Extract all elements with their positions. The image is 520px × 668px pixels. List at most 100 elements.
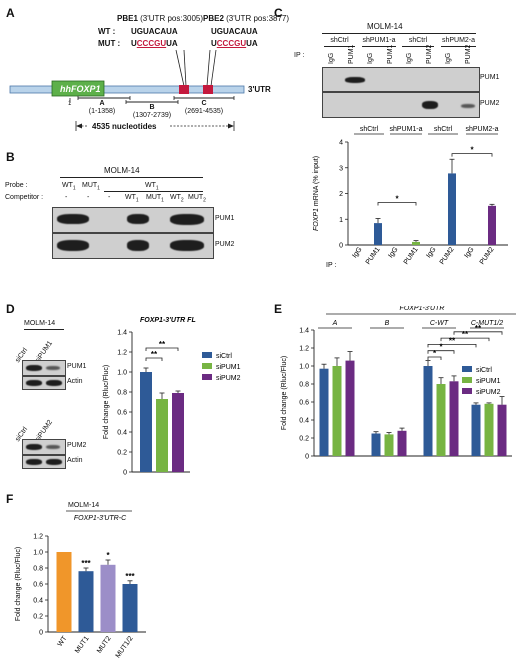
chart-d-legend-swatch-2 (202, 374, 212, 380)
chart-e-sig-2-label: ** (449, 336, 456, 345)
chart-c-xtick-2: IgG (387, 246, 399, 259)
chart-e-bar-0-2 (345, 360, 355, 456)
emsa-blot-pum1 (52, 207, 214, 233)
chart-d-ytick-label-7: 1.4 (117, 330, 127, 337)
chart-f-sig-3: *** (125, 572, 135, 581)
panel-b-header-rule (60, 177, 203, 178)
competitor-label-5: WT2 (170, 194, 184, 204)
panel-f-cell-line: MOLM-14 (68, 502, 100, 509)
panel-c-group-0: shCtrl (330, 37, 349, 44)
chart-f-bar-1 (78, 571, 94, 632)
chart-e-sig-0-label: * (433, 349, 437, 358)
chart-e-ytick-label-4: 0.8 (299, 382, 309, 389)
chart-e-legend-label-1: siPUM1 (476, 378, 501, 385)
chart-d-ytick-label-6: 1.2 (117, 350, 127, 357)
chart-d-sig-0-label: ** (151, 350, 158, 359)
panel-c-lane-4: IgG (406, 52, 413, 64)
segment-a-range: (1-1358) (88, 108, 116, 115)
chart-e-bar-0-1 (332, 366, 342, 456)
panel-c-group-rule-1 (362, 46, 396, 47)
chart-e-legend-swatch-1 (462, 377, 472, 383)
panel-b-blot2-label: PUM2 (215, 241, 235, 248)
probe-label-2: WT1 (145, 182, 159, 192)
chart-d: FOXP1-3'UTR FL Fold change (Rluc/Fluc) 0 0.… (103, 317, 241, 477)
chart-d-legend-label-2: siPUM2 (216, 375, 241, 382)
chart-c-bar-1 (374, 223, 382, 245)
chart-e-ytick-label-2: 0.4 (299, 418, 309, 425)
chart-c-bar-5 (448, 173, 456, 245)
chart-d-sig-1 (145, 347, 179, 351)
chart-e-sig-0 (427, 356, 442, 360)
chart-e-bar-1-2 (397, 430, 407, 456)
chart-c-sig-0 (377, 202, 417, 206)
chart-c-bar-7 (488, 205, 496, 245)
chart-c-ip-label: IP : (326, 262, 336, 269)
chart-f-bar-2 (100, 564, 116, 632)
chart-e-ytick-label-1: 0.2 (299, 436, 309, 443)
chart-d-bar-2 (172, 393, 184, 472)
chart-d-title: FOXP1-3'UTR FL (140, 317, 196, 324)
probe-label-0: WT1 (62, 182, 76, 192)
competitor-label-4: MUT1 (146, 194, 164, 204)
chart-f-ytick-label-1: 0.2 (33, 614, 43, 621)
chart-e-ytick-label-5: 1.0 (299, 364, 309, 371)
panel-b-blot1-label: PUM1 (215, 215, 235, 222)
chart-d-ytick-label-1: 0.2 (117, 450, 127, 457)
gene-label: hhFOXP1 (60, 84, 101, 94)
chart-f-title: FOXP1-3'UTR-C (74, 515, 127, 522)
wb1-pum1-label: PUM1 (67, 363, 87, 370)
chart-d-sig-1-label: ** (159, 340, 166, 349)
chart-d-legend-swatch-0 (202, 352, 212, 358)
panel-c-blot1-label: PUM1 (480, 74, 500, 81)
wb-actin-blot-1 (22, 376, 66, 390)
panel-c-cell-line: MOLM-14 (367, 22, 403, 31)
panel-c-lane-1: PUM1 (347, 44, 355, 64)
chart-d-ylabel: Fold change (Rluc/Fluc) (103, 365, 110, 439)
competitor-row-label: Competitor : (5, 194, 44, 201)
chart-d-legend-swatch-1 (202, 363, 212, 369)
rip-blot-pum1 (322, 67, 480, 92)
rip-blot-pum2 (322, 92, 480, 118)
panel-c-group-rule-0 (324, 46, 355, 47)
chart-d-ytick-label-0: 0 (123, 470, 127, 477)
panel-e-label: E (274, 302, 283, 316)
utr-label: 3'UTR (248, 85, 271, 94)
chart-d-ytick-label-4: 0.8 (117, 390, 127, 397)
chart-c-xtick-6: IgG (463, 246, 475, 259)
mut1-sequence: UCCCGUUA (131, 39, 178, 48)
chart-f-xtick-1: MUT1 (74, 635, 91, 655)
chart-e-bar-3-0 (471, 404, 481, 456)
chart-c-group-3: shPUM2-a (465, 126, 498, 133)
chart-c-group-0: shCtrl (360, 126, 379, 133)
segment-a: A (99, 100, 105, 107)
chart-f-ytick-label-2: 0.4 (33, 598, 43, 605)
segment-b-range: (1307-2739) (132, 112, 172, 119)
chart-f-ylabel: Fold change (Rluc/Fluc) (15, 547, 22, 621)
panel-c-lane-5: PUM2 (425, 44, 433, 64)
chart-e-ytick-label-0: 0 (305, 454, 309, 461)
panel-c-group-3: shPUM2-a (441, 37, 476, 44)
chart-f-xtick-3: MUT1/2 (115, 635, 135, 659)
panel-c-lane-6: IgG (445, 52, 452, 64)
pbe1-label: PBE1 (3'UTR pos:3005) (117, 14, 204, 23)
chart-e-bar-2-0 (423, 366, 433, 456)
chart-d-legend-label-1: siPUM1 (216, 364, 241, 371)
chart-c-xtick-0: IgG (351, 246, 363, 259)
chart-e-sig-3-label: ** (462, 330, 469, 339)
chart-c-ylabel: FOXP1 mRNA (% input) (313, 156, 320, 231)
chart-c-sig-1 (451, 153, 493, 157)
panel-c-group-1: shPUM1-a (362, 37, 396, 44)
chart-c-ytick-label-1: 1 (339, 217, 343, 224)
chart-f-xtick-2: MUT2 (96, 635, 113, 655)
chart-e-bar-2-2 (449, 381, 459, 456)
chart-e-ylabel: Fold change (Rluc/Fluc) (281, 356, 288, 430)
chart-e-group-1: B (385, 320, 390, 327)
panel-c-lane-7: PUM2 (464, 44, 472, 64)
panel-d-label: D (6, 302, 15, 316)
utr-length: 4535 nucleotides (92, 122, 157, 131)
chart-e-bar-0-0 (319, 368, 329, 456)
panel-a-label: A (6, 6, 15, 20)
chart-e-ytick-label-6: 1.2 (299, 346, 309, 353)
chart-f-xtick-0: WT (57, 635, 69, 649)
wb2-pum2-label: PUM2 (67, 442, 87, 449)
